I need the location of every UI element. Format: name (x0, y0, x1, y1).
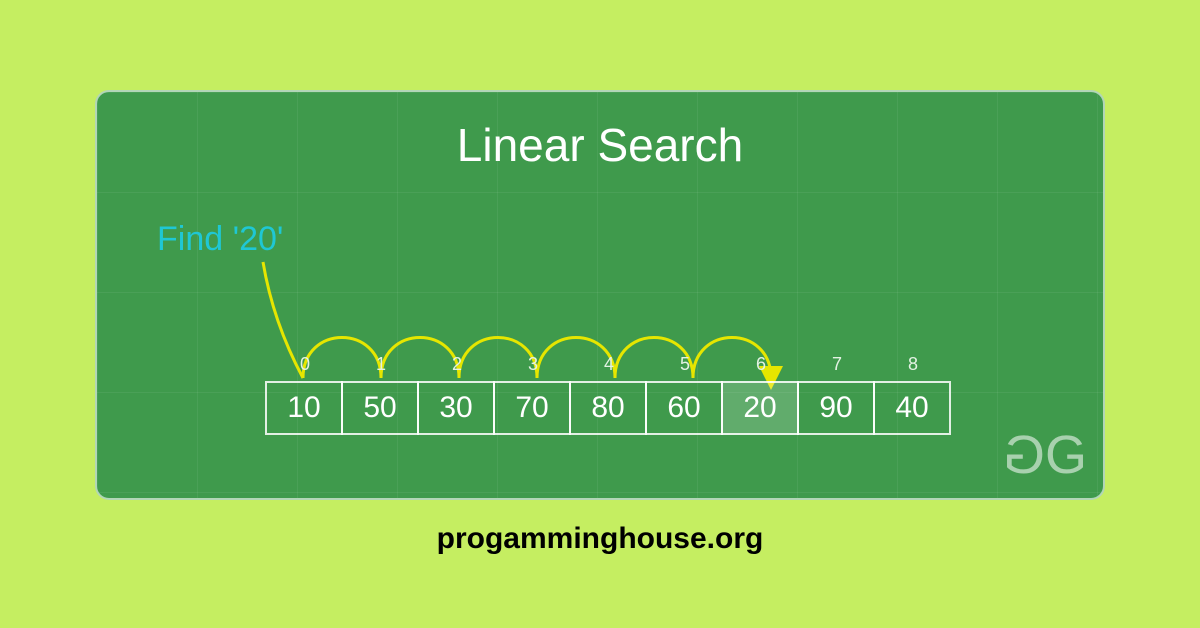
array-index: 2 (452, 354, 462, 375)
array-cell: 370 (495, 354, 571, 435)
array-value: 70 (493, 381, 571, 435)
array-value: 50 (341, 381, 419, 435)
array-value: 30 (417, 381, 495, 435)
array-cell: 560 (647, 354, 723, 435)
array-index: 0 (300, 354, 310, 375)
diagram-panel: Linear Search Find '20' 0101502303704805… (95, 90, 1105, 500)
array-index: 3 (528, 354, 538, 375)
gfg-logo: GG (1009, 424, 1081, 486)
array-value: 90 (797, 381, 875, 435)
array-index: 8 (908, 354, 918, 375)
array-cell: 230 (419, 354, 495, 435)
array-cell: 480 (571, 354, 647, 435)
array-cell: 010 (267, 354, 343, 435)
page-caption: progamminghouse.org (437, 522, 764, 556)
array-value: 40 (873, 381, 951, 435)
array-index: 5 (680, 354, 690, 375)
array-index: 6 (756, 354, 766, 375)
array-cell: 840 (875, 354, 951, 435)
array-index: 4 (604, 354, 614, 375)
array-row: 010150230370480560620790840 (267, 354, 951, 435)
page-outer: Linear Search Find '20' 0101502303704805… (0, 0, 1200, 628)
array-cell: 150 (343, 354, 419, 435)
array-index: 1 (376, 354, 386, 375)
array-cell: 790 (799, 354, 875, 435)
array-value: 10 (265, 381, 343, 435)
array-index: 7 (832, 354, 842, 375)
array-value: 20 (721, 381, 799, 435)
array-value: 60 (645, 381, 723, 435)
array-cell: 620 (723, 354, 799, 435)
search-arcs (97, 92, 1105, 500)
array-value: 80 (569, 381, 647, 435)
